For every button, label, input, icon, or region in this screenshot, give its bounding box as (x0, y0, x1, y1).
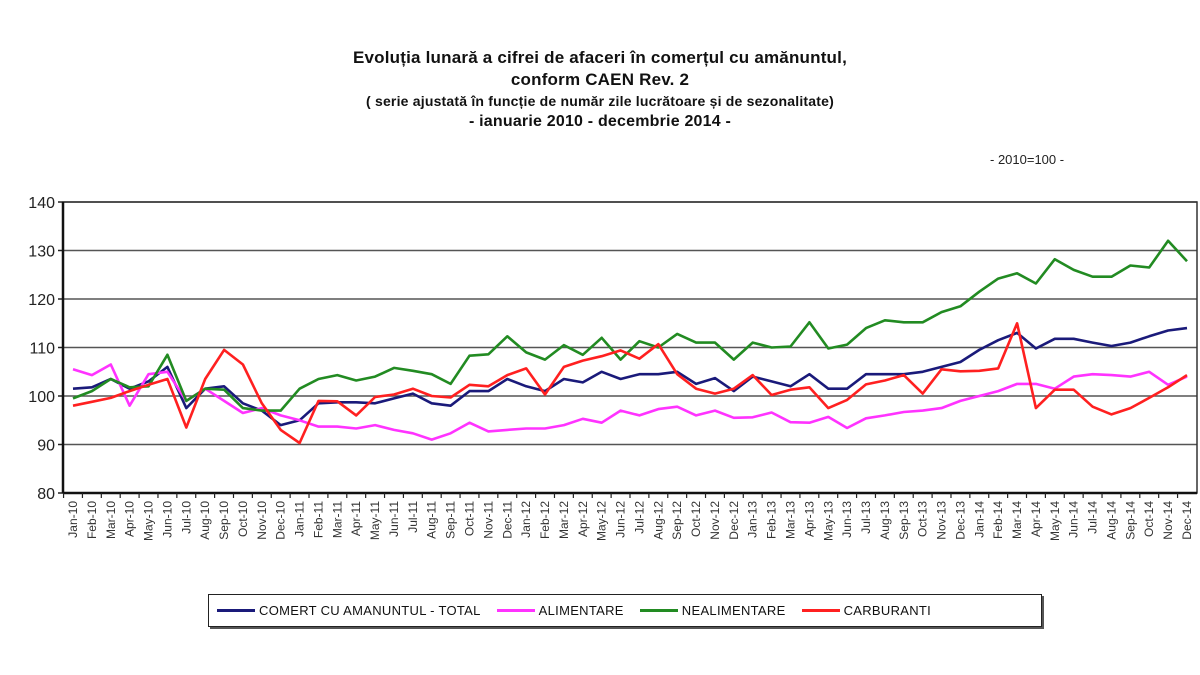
x-tick-label: May-11 (368, 501, 382, 540)
x-tick-label: Sep-12 (670, 501, 684, 540)
x-tick-label: Aug-12 (651, 501, 665, 540)
base-year-label: - 2010=100 - (990, 152, 1065, 167)
legend-label-alimentare: ALIMENTARE (538, 603, 624, 618)
legend-swatch-nealimentare (639, 609, 678, 612)
x-tick-label: Apr-11 (349, 501, 363, 536)
x-tick-label: Mar-13 (783, 501, 797, 539)
title-line-2: conform CAEN Rev. 2 (510, 70, 690, 89)
y-tick-label: 120 (28, 292, 55, 309)
x-tick-label: Apr-14 (1029, 501, 1043, 537)
x-tick-label: May-12 (595, 501, 609, 541)
x-tick-label: Mar-10 (104, 501, 118, 539)
x-tick-label: Jun-11 (387, 501, 401, 537)
x-tick-label: Jun-10 (160, 501, 174, 538)
x-tick-label: Sep-10 (217, 501, 231, 540)
x-tick-label: Dec-14 (1180, 501, 1194, 540)
x-tick-label: Jan-13 (746, 501, 760, 538)
x-tick-label: Feb-13 (765, 501, 779, 539)
legend-swatch-total (217, 609, 255, 612)
series-line (72, 239, 1188, 412)
legend-item-total: COMERT CU AMANUNTUL - TOTAL (217, 603, 481, 618)
x-tick-label: Oct-13 (916, 501, 930, 537)
x-tick-label: Oct-12 (689, 501, 703, 537)
x-tick-label: Apr-13 (802, 501, 816, 537)
x-tick-label: Jan-12 (519, 501, 533, 538)
x-tick-label: Nov-10 (255, 501, 269, 540)
title-line-4: - ianuarie 2010 - decembrie 2014 - (468, 113, 732, 130)
title-line-3: ( serie ajustată în funcție de număr zil… (366, 93, 834, 109)
chart-legend: COMERT CU AMANUNTUL - TOTAL ALIMENTARE N… (208, 594, 1042, 627)
legend-label-nealimentare: NEALIMENTARE (681, 603, 786, 618)
legend-label-carburanti: CARBURANTI (843, 603, 932, 618)
x-tick-label: Feb-11 (311, 501, 325, 538)
x-tick-label: Jan-14 (972, 501, 986, 538)
x-tick-label: Aug-14 (1104, 501, 1118, 540)
x-tick-label: Feb-10 (85, 501, 99, 539)
x-tick-label: Nov-13 (935, 501, 949, 540)
x-tick-label: May-14 (1048, 501, 1062, 541)
x-tick-label: Sep-11 (444, 501, 458, 539)
legend-item-nealimentare: NEALIMENTARE (639, 603, 786, 618)
x-tick-label: Jul-14 (1086, 501, 1100, 534)
x-tick-label: Jul-12 (632, 501, 646, 534)
x-tick-label: Feb-12 (538, 501, 552, 539)
chart-title: Evoluția lunară a cifrei de afaceri în c… (0, 47, 1200, 132)
x-tick-label: Mar-12 (557, 501, 571, 539)
x-tick-label: Mar-11 (330, 501, 344, 538)
x-tick-label: Jul-10 (179, 501, 193, 534)
legend-item-carburanti: CARBURANTI (801, 603, 932, 618)
x-tick-label: Oct-10 (236, 501, 250, 537)
x-tick-label: Apr-12 (576, 501, 590, 537)
y-tick-label: 130 (28, 244, 55, 261)
x-tick-label: Nov-14 (1161, 501, 1175, 540)
x-tick-label: Jun-12 (614, 501, 628, 538)
x-tick-label: Oct-11 (463, 501, 477, 536)
y-tick-label: 140 (28, 195, 55, 212)
x-tick-label: Aug-13 (878, 501, 892, 540)
series-line (72, 321, 1188, 445)
x-tick-label: Nov-12 (708, 501, 722, 540)
title-line-1: Evoluția lunară a cifrei de afaceri în c… (352, 48, 847, 67)
y-tick-label: 90 (37, 438, 55, 455)
y-tick-label: 110 (29, 341, 55, 358)
x-tick-label: May-10 (142, 501, 156, 541)
x-tick-label: Apr-10 (123, 501, 137, 537)
x-tick-label: Dec-11 (500, 501, 514, 539)
x-tick-label: Sep-14 (1123, 501, 1137, 540)
x-tick-label: Jan-11 (293, 501, 307, 537)
x-tick-label: Dec-10 (274, 501, 288, 540)
x-tick-label: Sep-13 (897, 501, 911, 540)
x-tick-label: May-13 (821, 501, 835, 541)
y-tick-label: 80 (37, 486, 55, 503)
x-tick-label: Feb-14 (991, 501, 1005, 539)
x-tick-label: Nov-11 (481, 501, 495, 539)
x-tick-label: Jul-11 (406, 501, 420, 533)
legend-swatch-carburanti (801, 609, 840, 612)
x-tick-label: Aug-11 (425, 501, 439, 539)
x-tick-label: Dec-13 (953, 501, 967, 540)
legend-swatch-alimentare (496, 609, 535, 612)
x-tick-label: Jul-13 (859, 501, 873, 534)
legend-item-alimentare: ALIMENTARE (496, 603, 624, 618)
x-tick-label: Aug-10 (198, 501, 212, 540)
legend-label-total: COMERT CU AMANUNTUL - TOTAL (259, 603, 481, 618)
x-tick-label: Jan-10 (66, 501, 80, 538)
x-tick-label: Dec-12 (727, 501, 741, 540)
x-tick-label: Jun-13 (840, 501, 854, 538)
x-tick-label: Oct-14 (1142, 501, 1156, 537)
x-tick-label: Mar-14 (1010, 501, 1024, 539)
x-tick-label: Jun-14 (1067, 501, 1081, 538)
y-tick-label: 100 (28, 389, 55, 406)
